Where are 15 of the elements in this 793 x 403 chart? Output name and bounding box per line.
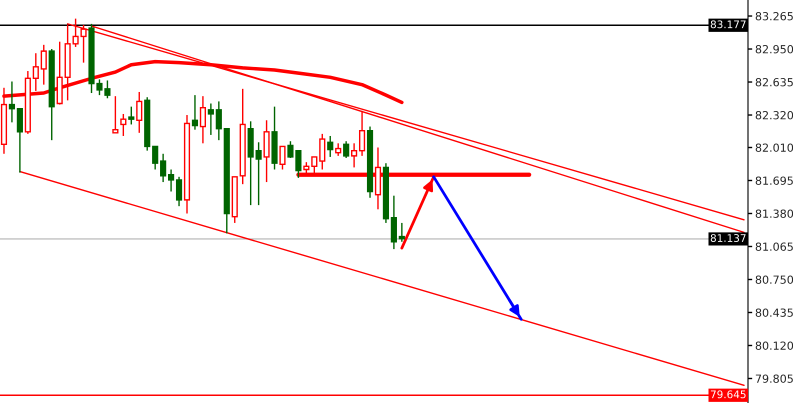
- ref-line-label: 81.137: [710, 234, 746, 242]
- y-tick-label: 79.805: [756, 374, 793, 383]
- y-tick-label: 83.265: [756, 12, 793, 20]
- ref-line-label: 83.177: [710, 20, 746, 28]
- y-tick-label: 81.695: [756, 176, 793, 185]
- y-tick-label: 81.065: [756, 242, 793, 251]
- y-tick-label: 82.950: [756, 45, 793, 54]
- y-tick-label: 80.435: [756, 308, 793, 317]
- y-tick-label: 82.010: [756, 143, 793, 152]
- y-tick-label: 80.120: [756, 341, 793, 350]
- y-tick-label: 82.635: [756, 78, 793, 86]
- y-tick-label: 81.380: [756, 209, 793, 218]
- ref-line-label: 79.645: [710, 390, 746, 398]
- y-tick-label: 80.750: [756, 275, 793, 284]
- y-tick-label: 82.320: [756, 111, 793, 120]
